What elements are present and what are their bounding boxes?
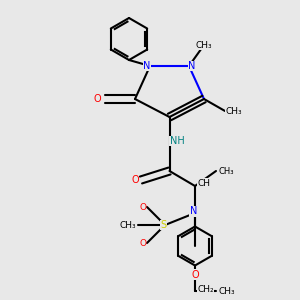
Text: O: O (131, 175, 139, 185)
Text: CH₃: CH₃ (218, 286, 235, 296)
Text: O: O (94, 94, 101, 104)
Text: CH₃: CH₃ (119, 220, 136, 230)
Text: CH₂: CH₂ (197, 285, 214, 294)
Text: CH₃: CH₃ (196, 40, 212, 50)
Text: N: N (190, 206, 197, 217)
Text: N: N (143, 61, 151, 71)
Text: O: O (191, 269, 199, 280)
Text: NH: NH (169, 136, 184, 146)
Text: S: S (160, 220, 166, 230)
Text: CH: CH (197, 178, 211, 188)
Text: N: N (188, 61, 196, 71)
Text: O: O (139, 202, 146, 211)
Text: O: O (139, 238, 146, 247)
Text: CH₃: CH₃ (226, 106, 242, 116)
Text: CH₃: CH₃ (219, 167, 234, 176)
